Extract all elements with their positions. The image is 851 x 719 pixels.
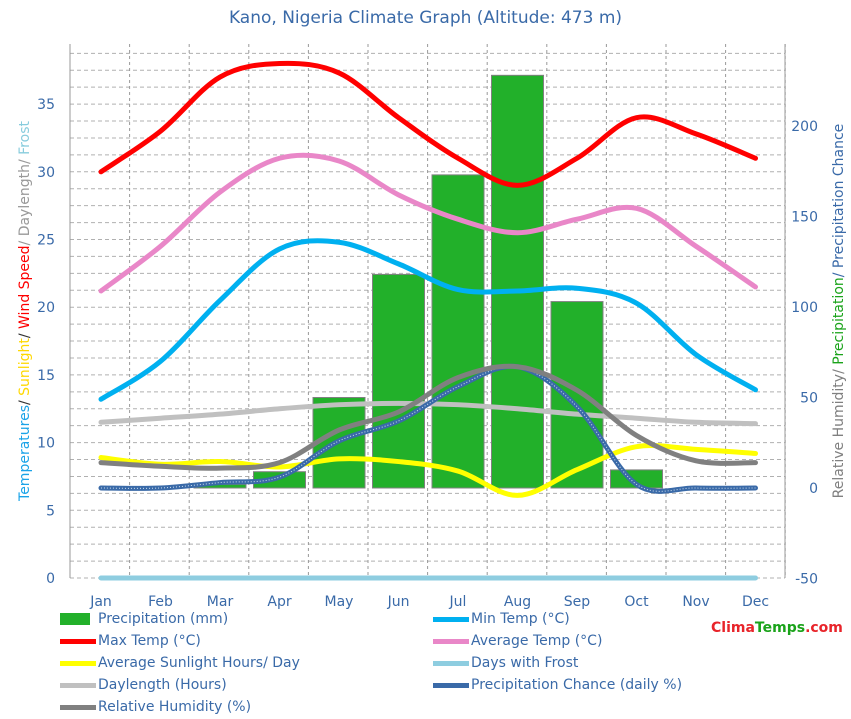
- left-axis-title: Temperatures/ Sunlight/ Wind Speed/ Dayl…: [17, 121, 33, 502]
- right-tick-label: 150: [791, 210, 818, 226]
- left-tick-label: 0: [46, 571, 55, 587]
- x-tick-label: May: [325, 594, 354, 610]
- x-tick-label: Sep: [564, 594, 591, 610]
- legend-swatch: [433, 660, 469, 666]
- axis-title-part: / Precipitation Chance: [831, 124, 847, 278]
- chart-svg: 0 5 10 15 20 25 30 35 -50 0 50 100 150 200 Jan Feb Mar Ap…: [17, 44, 847, 610]
- axis-title-part: Sunlight: [17, 338, 33, 396]
- legend-item: Relative Humidity (%): [60, 699, 251, 715]
- x-tick-label: Jun: [387, 594, 410, 610]
- legend-swatch: [433, 616, 469, 622]
- left-tick-label: 10: [37, 436, 55, 452]
- x-tick-label: Nov: [682, 594, 709, 610]
- series-line-precipitation-chance-daily-: [98, 363, 758, 494]
- left-tick-label: 5: [46, 503, 55, 519]
- x-tick-label: Aug: [504, 594, 531, 610]
- x-tick-label: Oct: [624, 594, 649, 610]
- legend-label: Precipitation Chance (daily %): [471, 677, 683, 693]
- series-line-average-sunlight-hours-day: [98, 442, 758, 498]
- series-line-average-temp-c-: [98, 152, 758, 294]
- legend-label: Daylength (Hours): [98, 677, 227, 693]
- right-tick-label: 0: [809, 481, 818, 497]
- right-tick-label: -50: [795, 572, 818, 588]
- axis-title-part: Wind Speed: [17, 245, 33, 329]
- right-axis-title: Relative Humidity/ Precipitation/ Precip…: [831, 124, 847, 499]
- legend-swatch: [60, 682, 96, 688]
- brand-logo: ClimaTemps.com: [711, 620, 843, 636]
- legend-label: Max Temp (°C): [98, 633, 201, 649]
- axis-title-part: /: [17, 329, 33, 338]
- x-tick-label: Dec: [742, 594, 769, 610]
- axis-title-part: /: [17, 396, 33, 405]
- axis-title-part: Temperatures: [17, 405, 33, 502]
- series-line-min-temp-c-: [98, 238, 758, 402]
- right-tick-label: 50: [800, 391, 818, 407]
- legend-item: Precipitation Chance (daily %): [433, 677, 682, 693]
- legend-item: Average Temp (°C): [433, 633, 602, 649]
- left-tick-label: 15: [37, 368, 55, 384]
- x-tick-label: Apr: [267, 594, 291, 610]
- legend-label: Precipitation (mm): [98, 611, 229, 627]
- legend-swatch: [433, 638, 469, 644]
- left-tick-label: 20: [37, 300, 55, 316]
- series-line-relative-humidity-: [98, 363, 758, 471]
- legend-label: Min Temp (°C): [471, 611, 570, 627]
- legend-item: Daylength (Hours): [60, 677, 227, 693]
- legend-swatch: [60, 638, 96, 644]
- legend-item: Precipitation (mm): [60, 611, 228, 627]
- legend-swatch: [60, 704, 96, 710]
- precipitation-bar: [491, 74, 544, 489]
- x-tick-label: Jul: [449, 594, 467, 610]
- series-line-max-temp-c-: [98, 60, 758, 188]
- chart-title: Kano, Nigeria Climate Graph (Altitude: 4…: [228, 8, 623, 28]
- left-tick-label: 30: [37, 165, 55, 181]
- axis-title-part: Precipitation: [831, 277, 847, 365]
- legend-item: Days with Frost: [433, 655, 578, 671]
- left-tick-label: 25: [37, 233, 55, 249]
- legend-label: Relative Humidity (%): [98, 699, 252, 715]
- legend-item: Min Temp (°C): [433, 611, 570, 627]
- legend-label: Average Temp (°C): [471, 633, 603, 649]
- axis-title-part: / Daylength/: [17, 155, 33, 246]
- legend-swatch: [60, 660, 96, 666]
- precipitation-bar: [431, 174, 485, 489]
- right-tick-label: 200: [791, 119, 818, 135]
- x-tick-label: Mar: [207, 594, 234, 610]
- left-tick-label: 35: [37, 97, 55, 113]
- right-tick-label: 100: [791, 300, 818, 316]
- x-tick-label: Feb: [148, 594, 173, 610]
- legend-item: Max Temp (°C): [60, 633, 201, 649]
- axis-title-part: Relative Humidity/: [831, 365, 847, 499]
- legend-item: Average Sunlight Hours/ Day: [60, 655, 300, 671]
- legend-swatch: [60, 613, 90, 625]
- x-tick-label: Jan: [89, 594, 112, 610]
- legend-swatch: [433, 682, 469, 688]
- precipitation-bar: [372, 273, 425, 489]
- axis-title-part: Frost: [17, 121, 33, 155]
- legend-label: Days with Frost: [471, 655, 579, 671]
- legend-label: Average Sunlight Hours/ Day: [98, 655, 300, 671]
- precipitation-bar: [550, 301, 604, 489]
